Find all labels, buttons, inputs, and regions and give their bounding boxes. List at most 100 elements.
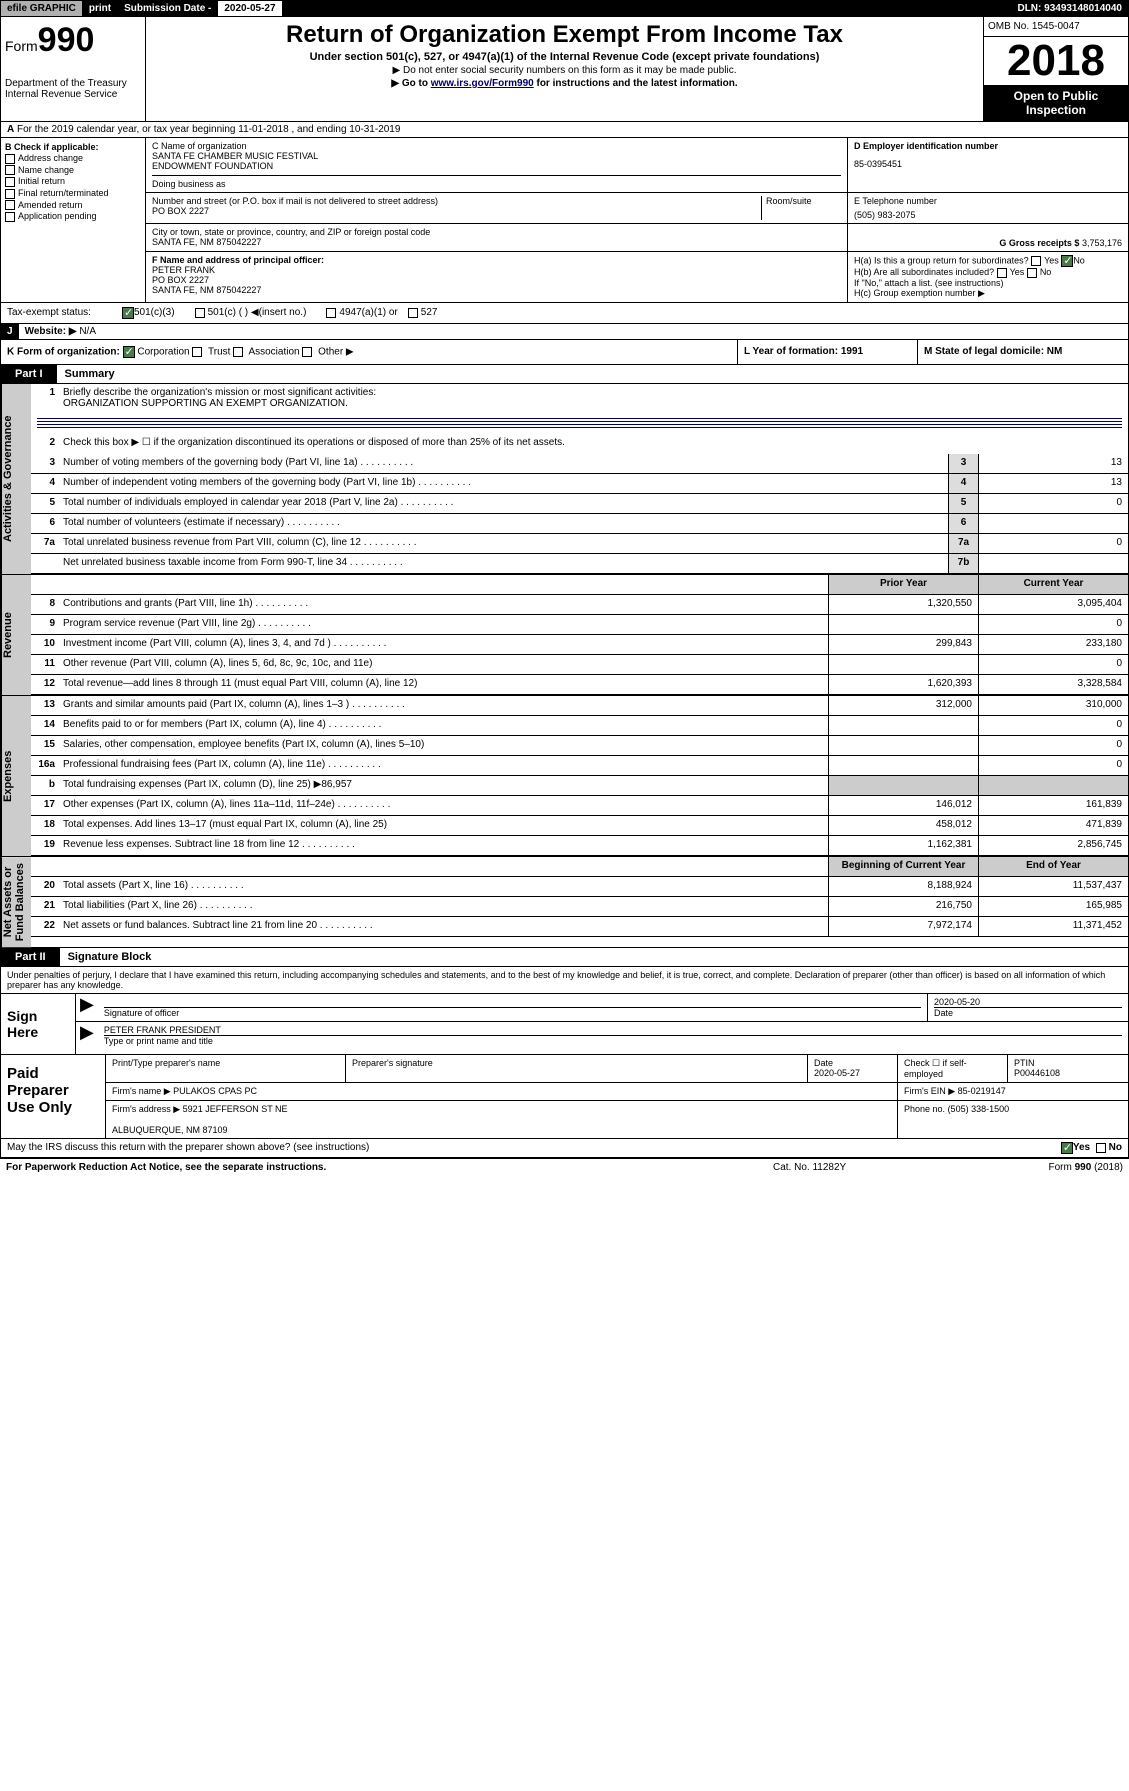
section-bcd: B Check if applicable: Address change Na… <box>0 138 1129 303</box>
prep-sig-hdr: Preparer's signature <box>346 1055 808 1082</box>
omb-number: OMB No. 1545-0047 <box>984 17 1128 37</box>
opt-corp: Corporation <box>137 346 189 357</box>
subtitle-2: ▶ Do not enter social security numbers o… <box>154 65 975 76</box>
ptin-cell: PTINP00446108 <box>1008 1055 1128 1082</box>
vtab-revenue: Revenue <box>1 575 31 695</box>
hc-row: H(c) Group exemption number ▶ <box>854 288 1122 299</box>
activities-block: Activities & Governance 1Briefly describ… <box>0 384 1129 575</box>
addr-value: PO BOX 2227 <box>152 206 761 216</box>
line4: Number of independent voting members of … <box>59 474 948 493</box>
topbar: efile GRAPHIC print Submission Date - 20… <box>0 0 1129 17</box>
print-button[interactable]: print <box>83 1 118 16</box>
c10: 233,180 <box>978 635 1128 654</box>
discuss-yes: Yes <box>1073 1142 1090 1153</box>
p10: 299,843 <box>828 635 978 654</box>
p11 <box>828 655 978 674</box>
self-emp-cell: Check ☐ if self-employed <box>898 1055 1008 1082</box>
hdr-boy: Beginning of Current Year <box>828 857 978 876</box>
h-cell: H(a) Is this a group return for subordin… <box>848 252 1128 302</box>
submission-label: Submission Date - <box>118 1 218 16</box>
opt-501c: 501(c) ( ) ◀(insert no.) <box>208 307 307 318</box>
chk-final[interactable]: Final return/terminated <box>5 188 141 199</box>
penalty-text: Under penalties of perjury, I declare th… <box>0 967 1129 994</box>
chk-name[interactable]: Name change <box>5 165 141 176</box>
city-cell: City or town, state or province, country… <box>146 224 848 251</box>
discuss-yes-check <box>1061 1142 1073 1154</box>
room-label: Room/suite <box>761 196 841 220</box>
sig-date-label: Date <box>934 1007 1122 1018</box>
line2: Check this box ▶ ☐ if the organization d… <box>59 434 1128 454</box>
org-name-label: C Name of organization <box>152 141 841 151</box>
org-name: SANTA FE CHAMBER MUSIC FESTIVAL ENDOWMEN… <box>152 151 841 171</box>
part1-tab: Part I <box>1 365 57 383</box>
opt-527: 527 <box>421 307 438 318</box>
m-cell: M State of legal domicile: NM <box>918 340 1128 364</box>
dba-label: Doing business as <box>152 175 841 189</box>
name-title-label: Type or print name and title <box>104 1035 1122 1046</box>
form-num: 990 <box>38 21 95 59</box>
p12: 1,620,393 <box>828 675 978 694</box>
line7a: Total unrelated business revenue from Pa… <box>59 534 948 553</box>
footer: For Paperwork Reduction Act Notice, see … <box>0 1158 1129 1176</box>
val4: 13 <box>978 474 1128 493</box>
p14 <box>828 716 978 735</box>
line15: Salaries, other compensation, employee b… <box>59 736 828 755</box>
firm-phone-cell: Phone no. (505) 338-1500 <box>898 1101 1128 1138</box>
line13: Grants and similar amounts paid (Part IX… <box>59 696 828 715</box>
part1-title: Summary <box>57 365 123 383</box>
sub3-pre: ▶ Go to <box>391 78 430 89</box>
line5: Total number of individuals employed in … <box>59 494 948 513</box>
paid-title: Paid Preparer Use Only <box>1 1055 106 1138</box>
ha-no-check <box>1061 255 1073 267</box>
website-value: N/A <box>79 326 96 337</box>
officer-cell: F Name and address of principal officer:… <box>146 252 848 302</box>
tax-status-row: Tax-exempt status: 501(c)(3) 501(c) ( ) … <box>0 303 1129 324</box>
line12: Total revenue—add lines 8 through 11 (mu… <box>59 675 828 694</box>
c20: 11,537,437 <box>978 877 1128 896</box>
val7a: 0 <box>978 534 1128 553</box>
vtab-expenses: Expenses <box>1 696 31 856</box>
k-cell: K Form of organization: Corporation Trus… <box>1 340 738 364</box>
vtab-activities: Activities & Governance <box>1 384 31 574</box>
line9: Program service revenue (Part VIII, line… <box>59 615 828 634</box>
c11: 0 <box>978 655 1128 674</box>
c14: 0 <box>978 716 1128 735</box>
l-cell: L Year of formation: 1991 <box>738 340 918 364</box>
instructions-link[interactable]: www.irs.gov/Form990 <box>431 78 534 89</box>
c21: 165,985 <box>978 897 1128 916</box>
chk-address[interactable]: Address change <box>5 153 141 164</box>
revenue-block: Revenue Prior YearCurrent Year 8Contribu… <box>0 575 1129 696</box>
officer-label: F Name and address of principal officer: <box>152 255 324 265</box>
part1-header: Part I Summary <box>0 365 1129 384</box>
header-left: Form990 Department of the Treasury Inter… <box>1 17 146 121</box>
form-prefix: Form <box>5 38 38 54</box>
p9 <box>828 615 978 634</box>
dln: DLN: 93493148014040 <box>1011 1 1128 16</box>
sign-here-block: Sign Here ▶ Signature of officer 2020-05… <box>0 994 1129 1055</box>
tax-year: 2018 <box>984 37 1128 85</box>
section-a: A For the 2019 calendar year, or tax yea… <box>0 122 1129 138</box>
c15: 0 <box>978 736 1128 755</box>
netassets-block: Net Assets or Fund Balances Beginning of… <box>0 857 1129 948</box>
chk-initial[interactable]: Initial return <box>5 176 141 187</box>
col-b: B Check if applicable: Address change Na… <box>1 138 146 302</box>
line16b: Total fundraising expenses (Part IX, col… <box>59 776 828 795</box>
form-header: Form990 Department of the Treasury Inter… <box>0 17 1129 122</box>
opt-assoc: Association <box>248 346 299 357</box>
val7b <box>978 554 1128 573</box>
col-b-header: B Check if applicable: <box>5 142 141 152</box>
submission-date: 2020-05-27 <box>218 1 282 16</box>
paid-preparer-block: Paid Preparer Use Only Print/Type prepar… <box>0 1055 1129 1139</box>
ein-value: 85-0395451 <box>854 159 1122 169</box>
tel-value: (505) 983-2075 <box>854 210 1122 220</box>
prep-name-hdr: Print/Type preparer's name <box>106 1055 346 1082</box>
chk-pending[interactable]: Application pending <box>5 211 141 222</box>
sig-officer-label: Signature of officer <box>104 1007 921 1018</box>
firm-ein-cell: Firm's EIN ▶ 85-0219147 <box>898 1083 1128 1100</box>
chk-amended[interactable]: Amended return <box>5 200 141 211</box>
c22: 11,371,452 <box>978 917 1128 936</box>
gross-cell: G Gross receipts $ 3,753,176 <box>848 224 1128 251</box>
website-row: J Website: ▶ N/A <box>0 324 1129 340</box>
subtitle-1: Under section 501(c), 527, or 4947(a)(1)… <box>154 51 975 63</box>
c19: 2,856,745 <box>978 836 1128 855</box>
